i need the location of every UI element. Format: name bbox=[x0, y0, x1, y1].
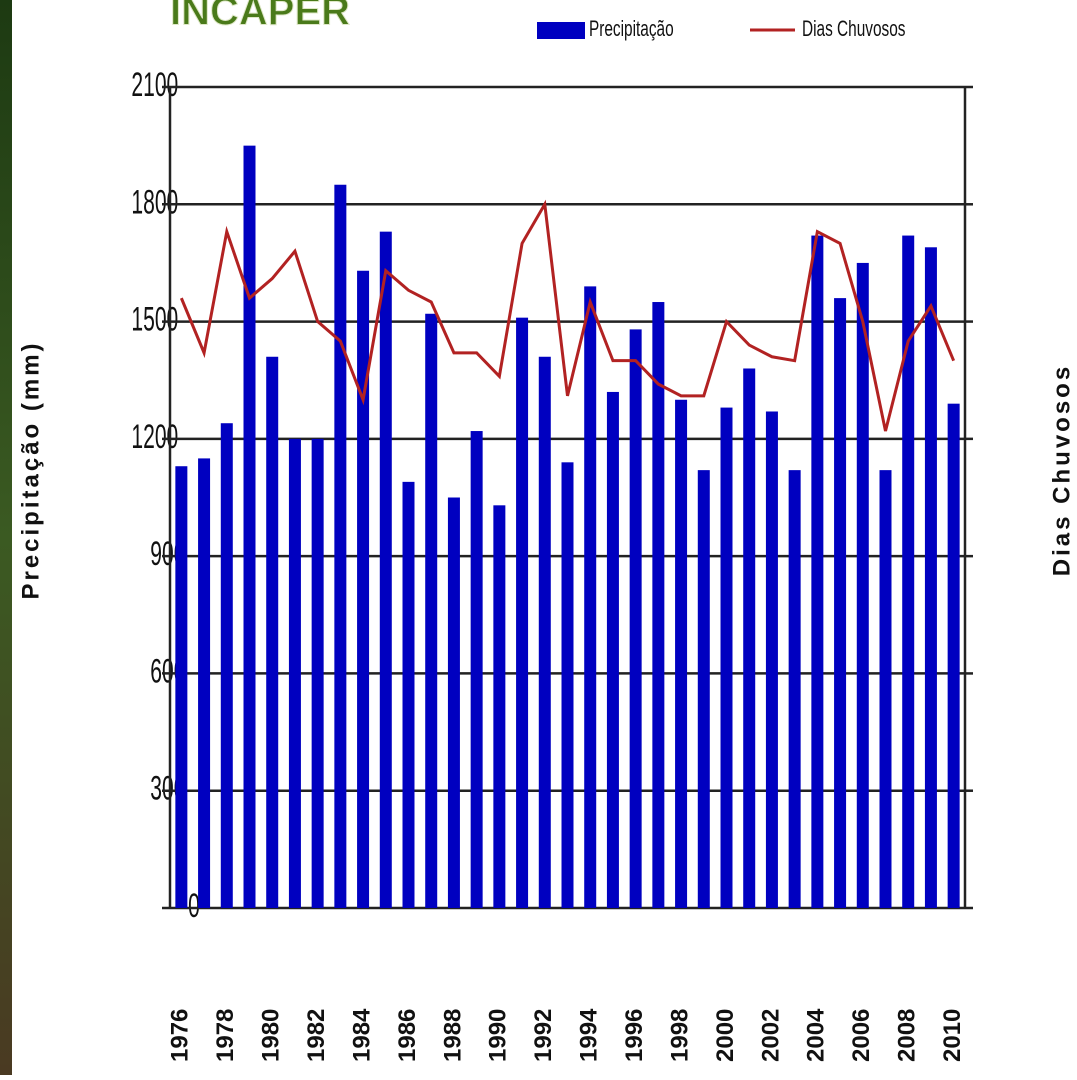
bar bbox=[357, 270, 370, 908]
bar bbox=[924, 247, 937, 909]
bar bbox=[311, 438, 324, 908]
x-tick-label: 1990 bbox=[485, 1009, 512, 1062]
legend-swatch bbox=[537, 22, 585, 39]
y2-axis-title: Dias Chuvosos bbox=[1048, 364, 1075, 576]
bar bbox=[743, 368, 756, 908]
y-tick-label: 0 bbox=[188, 886, 200, 924]
bar bbox=[243, 145, 256, 909]
line bbox=[179, 199, 956, 432]
x-tick-label: 1988 bbox=[439, 1009, 466, 1062]
x-tick-label: 2002 bbox=[757, 1009, 784, 1062]
bar bbox=[175, 466, 188, 908]
bar bbox=[811, 235, 824, 909]
y-axis-title: Precipitação (mm) bbox=[17, 340, 44, 599]
x-tick-label: 1996 bbox=[621, 1009, 648, 1062]
photo-strip bbox=[0, 0, 12, 1075]
bar bbox=[402, 481, 415, 908]
bar bbox=[470, 431, 483, 908]
bar bbox=[220, 423, 233, 908]
bar bbox=[379, 231, 392, 909]
bar bbox=[538, 356, 551, 908]
x-tick-label: 1982 bbox=[303, 1009, 330, 1062]
bar bbox=[629, 329, 642, 908]
bar bbox=[879, 470, 892, 908]
x-tick-label: 1992 bbox=[530, 1009, 557, 1062]
x-tick-label: 1986 bbox=[394, 1009, 421, 1062]
x-tick-label: 2000 bbox=[712, 1009, 739, 1062]
x-tick-label: 1994 bbox=[576, 1008, 603, 1062]
bar bbox=[788, 470, 801, 908]
bar bbox=[856, 262, 869, 908]
x-tick-label: 1980 bbox=[258, 1009, 285, 1062]
bar bbox=[425, 313, 438, 908]
bar bbox=[266, 356, 279, 908]
bar bbox=[652, 302, 665, 908]
bar bbox=[720, 407, 733, 908]
legend-label: Dias Chuvosos bbox=[802, 17, 905, 41]
bar bbox=[516, 317, 529, 909]
x-tick-label: 2004 bbox=[803, 1008, 830, 1062]
bar bbox=[675, 399, 688, 908]
bar bbox=[606, 391, 619, 908]
bar bbox=[584, 286, 597, 908]
chart-title: INCAPER bbox=[170, 0, 350, 34]
bar bbox=[198, 458, 211, 908]
bar bbox=[765, 411, 778, 908]
bar bbox=[902, 235, 915, 909]
bar bbox=[834, 298, 847, 909]
bar bbox=[288, 438, 301, 908]
bar bbox=[697, 470, 710, 908]
bar bbox=[947, 403, 960, 908]
x-tick-label: 1978 bbox=[212, 1009, 239, 1062]
legend-label: Precipitação bbox=[589, 17, 674, 41]
bar bbox=[447, 497, 460, 908]
x-tick-label: 1984 bbox=[348, 1008, 375, 1062]
x-tick-label: 2010 bbox=[939, 1009, 966, 1062]
x-tick-label: 1976 bbox=[167, 1009, 194, 1062]
x-tick-label: 2008 bbox=[894, 1009, 921, 1062]
bar bbox=[493, 505, 506, 908]
x-tick-label: 2006 bbox=[848, 1009, 875, 1062]
bar bbox=[334, 184, 347, 908]
x-tick-label: 1998 bbox=[666, 1009, 693, 1062]
bar bbox=[561, 462, 574, 908]
